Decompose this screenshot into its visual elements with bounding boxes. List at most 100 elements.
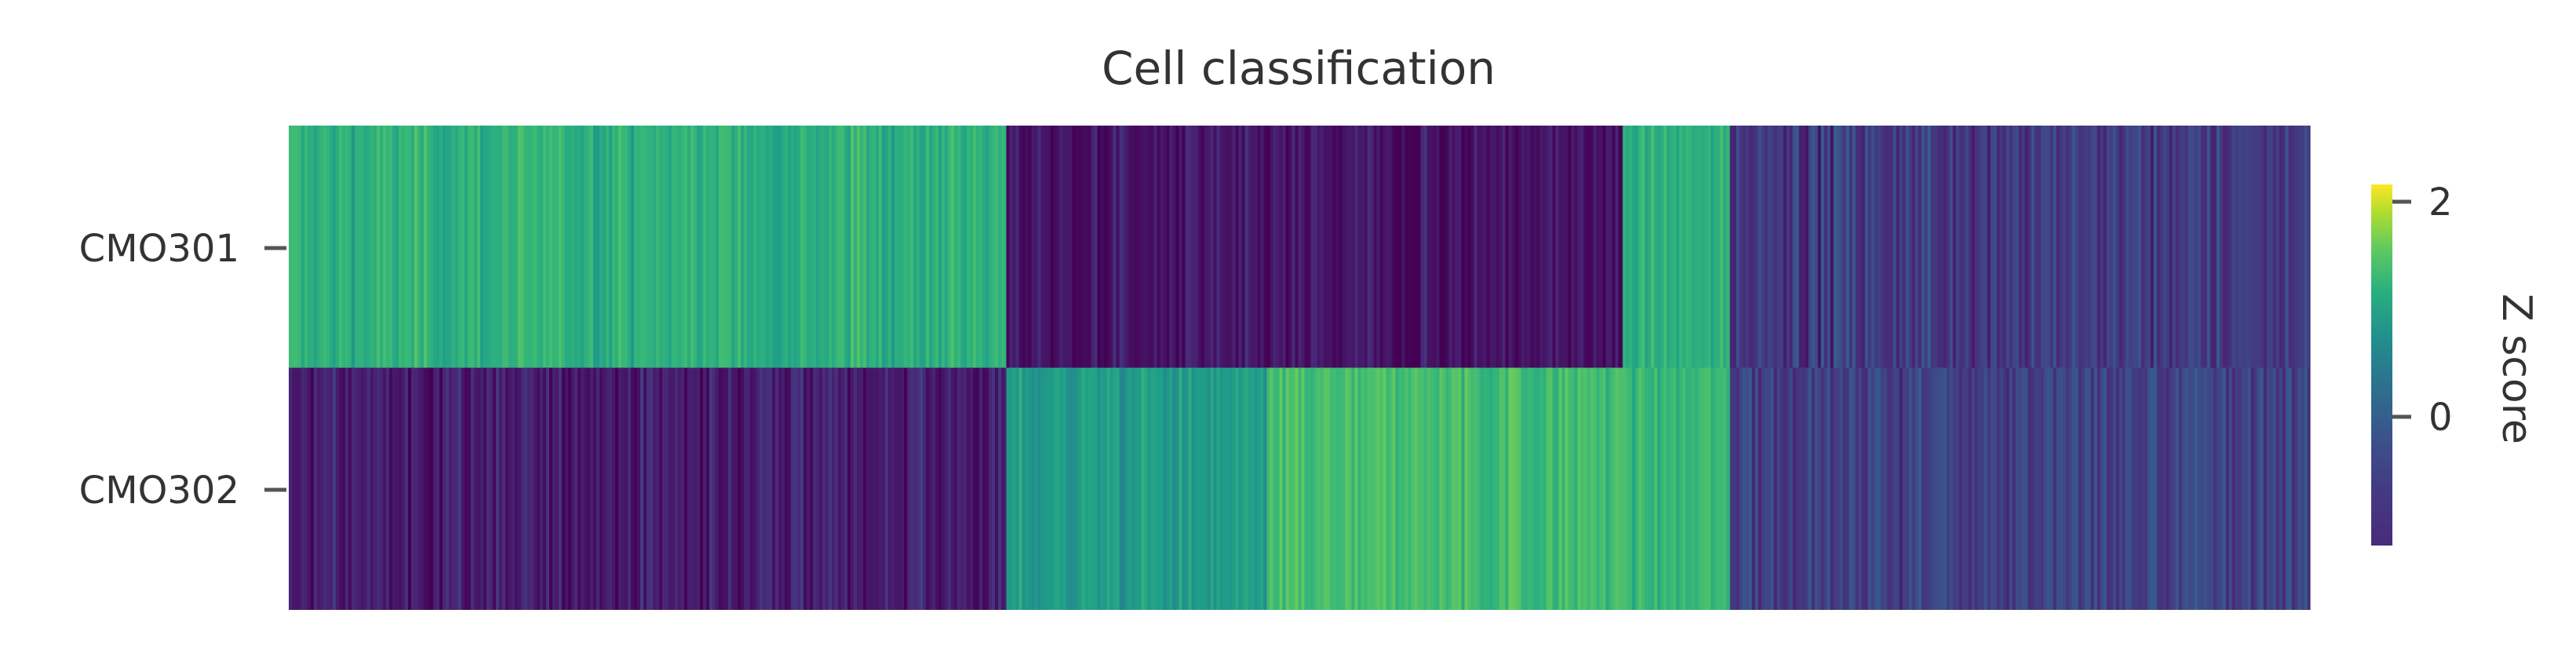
heatmap-cell <box>330 126 333 368</box>
heatmap-cell <box>1864 367 1869 610</box>
heatmap-cell <box>1899 367 1904 610</box>
heatmap-cell <box>1940 367 1944 610</box>
heatmap-cell <box>2184 367 2189 610</box>
heatmap-cell <box>1704 367 1708 610</box>
heatmap-cell <box>1345 367 1350 610</box>
heatmap-cell <box>2175 367 2180 610</box>
heatmap-cell <box>1736 126 1740 368</box>
heatmap-cell <box>1028 367 1033 610</box>
heatmap-cell <box>468 126 472 368</box>
heatmap-cell <box>603 367 607 610</box>
heatmap-cell <box>559 126 563 368</box>
heatmap-cell <box>1908 367 1913 610</box>
heatmap-cell <box>1858 367 1863 610</box>
heatmap-cell <box>825 126 829 368</box>
heatmap-cell <box>596 126 600 368</box>
heatmap-cell <box>716 126 720 368</box>
heatmap-cell <box>405 126 409 368</box>
heatmap-cell <box>1210 367 1215 610</box>
heatmap-cell <box>1861 367 1866 610</box>
heatmap-cell <box>1229 367 1233 610</box>
heatmap-cell <box>763 367 767 610</box>
heatmap-cell <box>2106 126 2111 368</box>
heatmap-cell <box>929 367 933 610</box>
heatmap-cell <box>1298 126 1303 368</box>
heatmap-cell <box>2131 126 2136 368</box>
heatmap-cell <box>1811 126 1816 368</box>
heatmap-cell <box>2266 367 2271 610</box>
heatmap-cell <box>1442 126 1447 368</box>
heatmap-cell <box>421 126 424 368</box>
heatmap-cell <box>1263 126 1268 368</box>
heatmap-cell <box>1565 126 1569 368</box>
heatmap-cell <box>562 126 566 368</box>
heatmap-cell <box>706 126 710 368</box>
heatmap-cell <box>1568 367 1572 610</box>
heatmap-cell <box>455 126 459 368</box>
heatmap-cell <box>1229 126 1233 368</box>
heatmap-cell <box>2275 126 2280 368</box>
heatmap-cell <box>2028 126 2032 368</box>
heatmap-cell <box>750 126 754 368</box>
heatmap-cell <box>590 367 594 610</box>
heatmap-cell <box>1081 126 1086 368</box>
heatmap-cell <box>562 367 566 610</box>
heatmap-cell <box>1943 126 1947 368</box>
heatmap-cell <box>995 367 999 610</box>
heatmap-cell <box>1351 126 1356 368</box>
heatmap-cell <box>1172 367 1177 610</box>
heatmap-cell <box>421 367 424 610</box>
heatmap-cell <box>1583 367 1588 610</box>
heatmap-cell <box>1295 367 1299 610</box>
heatmap-cell <box>292 367 296 610</box>
heatmap-cell <box>885 367 889 610</box>
heatmap-cell <box>1141 126 1146 368</box>
heatmap-cell <box>1163 126 1168 368</box>
heatmap-cell <box>1521 367 1525 610</box>
heatmap-cell <box>1386 367 1390 610</box>
heatmap-cell <box>744 126 748 368</box>
heatmap-cell <box>584 126 588 368</box>
heatmap-cell <box>361 126 365 368</box>
heatmap-cell <box>1836 367 1841 610</box>
heatmap-cell <box>1745 367 1750 610</box>
heatmap-cell <box>643 367 647 610</box>
heatmap-cell <box>1075 367 1080 610</box>
heatmap-cell <box>1235 126 1240 368</box>
heatmap-cell <box>1685 126 1689 368</box>
heatmap-cell <box>1558 126 1563 368</box>
heatmap-cell <box>2213 367 2217 610</box>
heatmap-cell <box>2178 367 2183 610</box>
heatmap-cell <box>370 367 374 610</box>
heatmap-cell <box>2084 126 2089 368</box>
heatmap-cell <box>1113 367 1117 610</box>
heatmap-cell <box>791 126 795 368</box>
heatmap-cell <box>477 126 481 368</box>
heatmap-cell <box>549 126 553 368</box>
heatmap-cell <box>1508 367 1513 610</box>
heatmap-cell <box>439 126 443 368</box>
heatmap-cell <box>496 126 500 368</box>
heatmap-cell <box>311 126 315 368</box>
heatmap-cell <box>427 126 431 368</box>
heatmap-cell <box>1452 126 1456 368</box>
heatmap-cell <box>1587 367 1591 610</box>
heatmap-cell <box>1320 367 1324 610</box>
heatmap-cell <box>2166 126 2170 368</box>
heatmap-cell <box>2254 126 2258 368</box>
heatmap-cell <box>606 126 610 368</box>
heatmap-cell <box>1902 126 1907 368</box>
heatmap-cell <box>1135 367 1139 610</box>
heatmap-cell <box>2081 126 2086 368</box>
heatmap-cell <box>1845 367 1850 610</box>
heatmap-cell <box>722 367 726 610</box>
heatmap-cell <box>873 126 876 368</box>
heatmap-cell <box>1238 367 1243 610</box>
heatmap-cell <box>1536 367 1541 610</box>
heatmap-cell <box>345 126 349 368</box>
heatmap-cell <box>725 367 729 610</box>
heatmap-cell <box>433 367 437 610</box>
heatmap-cell <box>2112 367 2117 610</box>
heatmap-cell <box>1182 126 1186 368</box>
